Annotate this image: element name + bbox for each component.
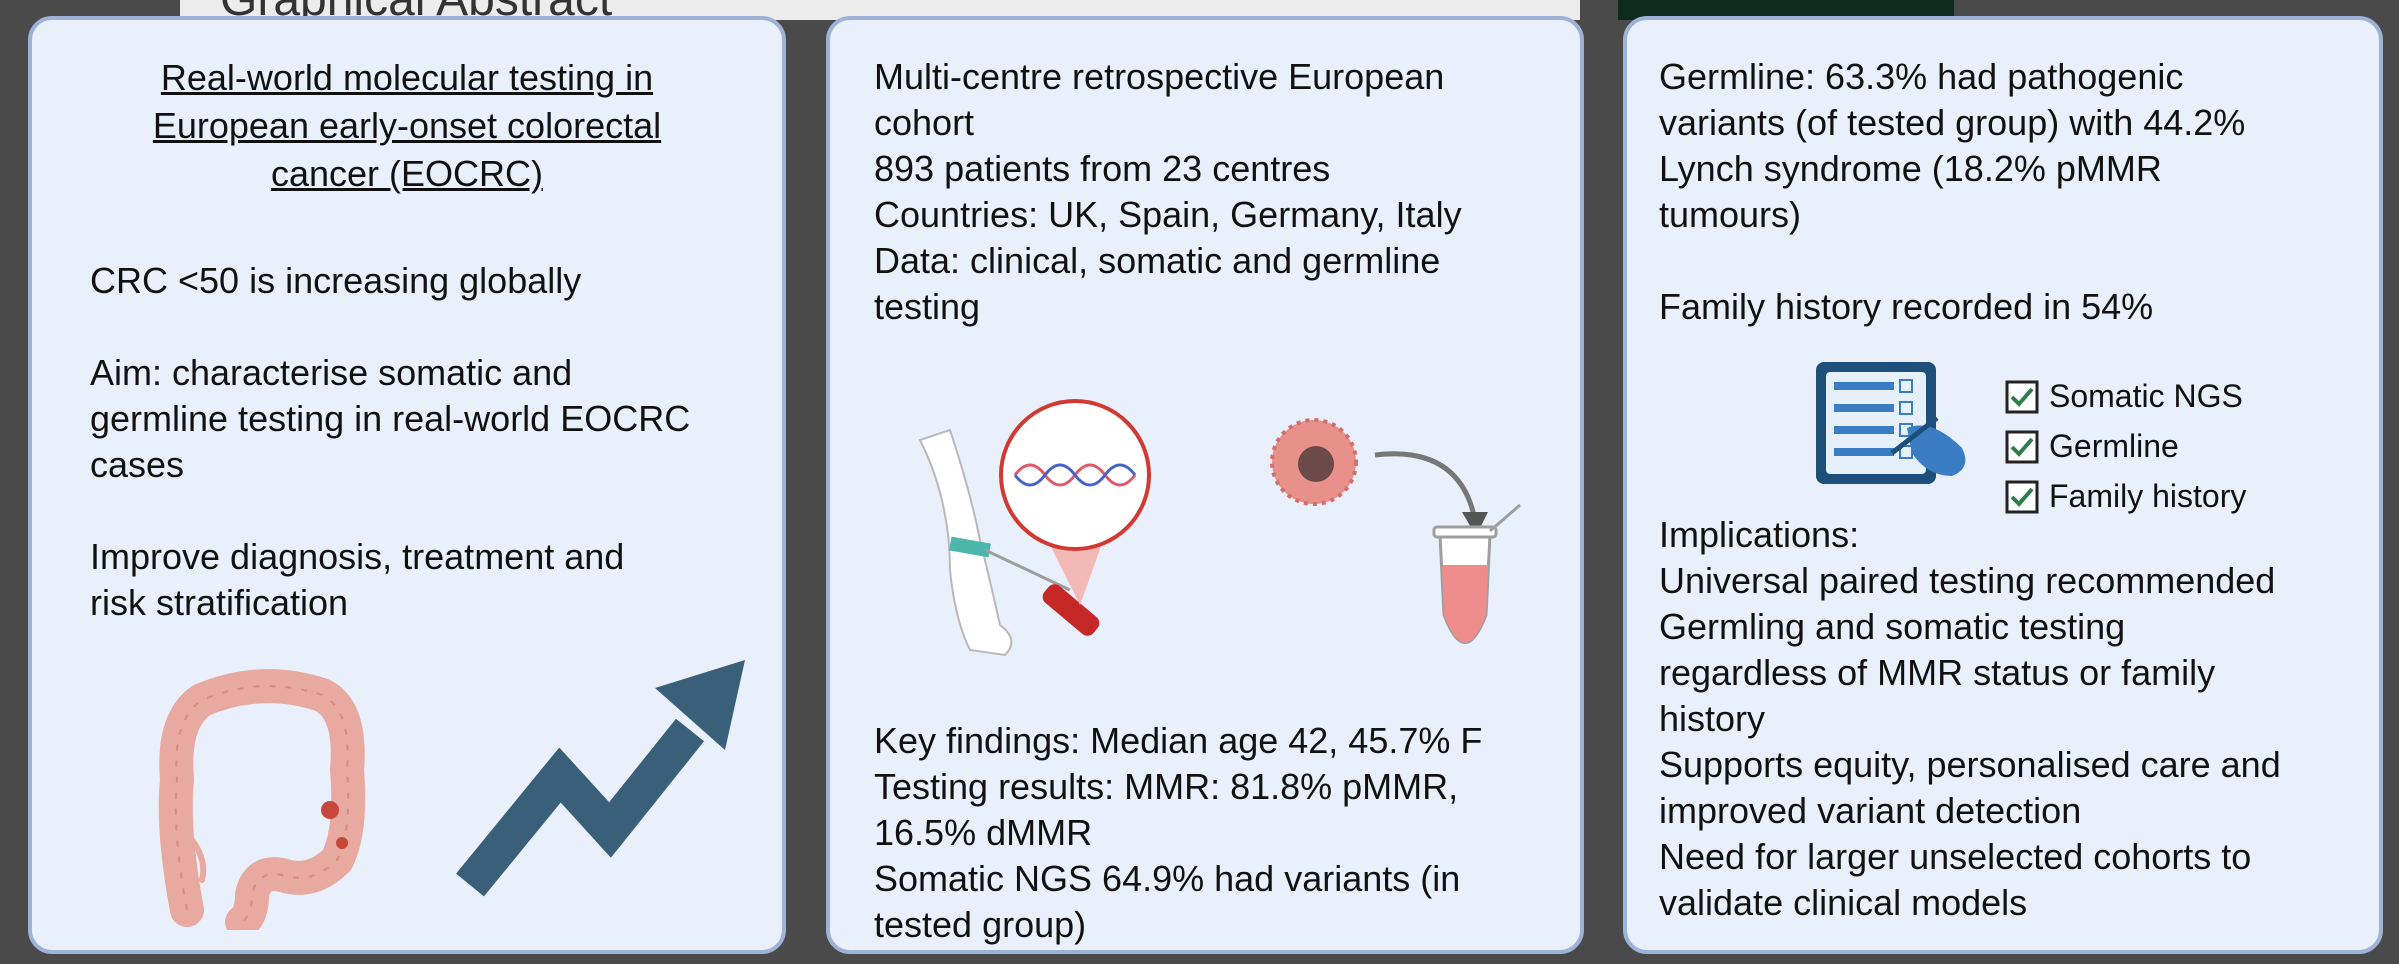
germline-text: Germline: 63.3% had pathogenic variants … [1659,54,2359,238]
background-dark-strip [1618,0,1954,20]
text-line: tested group) [874,904,1087,945]
text-line: germline testing in real-world EOCRC [90,398,691,439]
text-line: Data: clinical, somatic and germline [874,240,1441,281]
checklist-label: Family history [2049,478,2247,514]
abstract-title: Real-world molecular testing in European… [92,54,722,198]
sample-tube-icon [1432,503,1521,644]
text-line: Family history recorded in 54% [1659,286,2154,327]
check-box-icon [2005,480,2039,514]
implications-text: Implications: Universal paired testing r… [1659,512,2359,926]
background-slide-strip: Graphical Abstract [180,0,1580,20]
family-history-text: Family history recorded in 54% [1659,284,2359,330]
findings-text: Key findings: Median age 42, 45.7% F Tes… [874,718,1554,948]
text-line: 893 patients from 23 centres [874,148,1331,189]
text-line: history [1659,698,1766,739]
panel-background: Multi-centre retrospective European coho… [826,16,1584,954]
title-line: cancer (EOCRC) [270,153,544,194]
text-line: 16.5% dMMR [874,812,1093,853]
text-line: tumours) [1659,194,1802,235]
clipboard-checklist-icon [1816,362,1966,484]
text-line: cases [90,444,185,485]
text-line: Implications: [1659,514,1860,555]
text-line: Universal paired testing recommended [1659,560,2276,601]
text-line: Multi-centre retrospective European [874,56,1445,97]
panel-background: Germline: 63.3% had pathogenic variants … [1623,16,2383,954]
cohort-text: Multi-centre retrospective European coho… [874,54,1554,330]
title-line: Real-world molecular testing in [160,57,654,98]
checklist-label: Germline [2049,428,2179,464]
text-line: Aim: characterise somatic and [90,352,573,393]
text-line: CRC <50 is increasing globally [90,260,582,301]
context-text: CRC <50 is increasing globally [90,258,750,304]
text-line: cohort [874,102,975,143]
text-line: Somatic NGS 64.9% had variants (in [874,858,1461,899]
text-line: Need for larger unselected cohorts to [1659,836,2252,877]
text-line: validate clinical models [1659,882,2028,923]
colon-icon [158,669,366,930]
text-line: variants (of tested group) with 44.2% [1659,102,2246,143]
checklist-label: Somatic NGS [2049,378,2243,414]
text-line: Testing results: MMR: 81.8% pMMR, [874,766,1459,807]
text-line: testing [874,286,981,327]
check-box-icon [2005,380,2039,414]
text-line: Germling and somatic testing [1659,606,2126,647]
check-box-icon [2005,430,2039,464]
text-line: Lynch syndrome (18.2% pMMR [1659,148,2162,189]
text-line: Supports equity, personalised care and [1659,744,2281,785]
text-line: risk stratification [90,582,349,623]
panel-background: Real-world molecular testing in European… [28,16,786,954]
text-line: regardless of MMR status or family [1659,652,2216,693]
blood-draw-arm-icon [918,428,1100,657]
text-line: Improve diagnosis, treatment and [90,536,625,577]
text-line: Key findings: Median age 42, 45.7% F [874,720,1483,761]
dna-magnifier-icon [999,399,1151,605]
text-line: improved variant detection [1659,790,2082,831]
goal-text: Improve diagnosis, treatment and risk st… [90,534,750,626]
aim-text: Aim: characterise somatic and germline t… [90,350,750,488]
trend-up-arrow-icon [456,660,745,897]
title-line: European early-onset colorectal [152,105,662,146]
curved-arrow-icon [1374,451,1488,536]
text-line: Countries: UK, Spain, Germany, Italy [874,194,1462,235]
tumour-cell-icon [1270,418,1358,506]
background-title: Graphical Abstract [220,0,612,20]
text-line: Germline: 63.3% had pathogenic [1659,56,2184,97]
